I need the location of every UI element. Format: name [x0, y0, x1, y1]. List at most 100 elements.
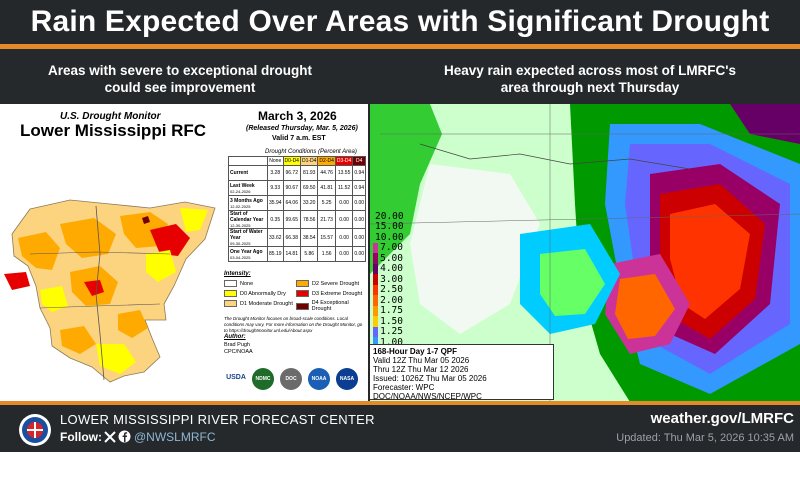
legend-label: D3 Extreme Drought [312, 290, 363, 297]
author-block: Brad Pugh CPC/NOAA [224, 342, 253, 355]
table-row: Current 3.28 96.72 81.93 44.76 13.55 0.94 [228, 165, 367, 181]
table-cell: 78.56 [299, 210, 319, 229]
table-row: One Year Ago 03-04-2025 85.19 14.81 5.86 1.56… [228, 246, 367, 262]
table-cell: 41.81 [317, 180, 336, 196]
qpf-info-box: 168-Hour Day 1-7 QPF Valid 12Z Thu Mar 0… [370, 344, 554, 401]
scale-label: 4.00 [380, 263, 403, 275]
ndmc-logo: NDMC [252, 368, 274, 390]
scale-swatch [373, 253, 379, 264]
table-cell: 69.50 [299, 180, 319, 196]
qpf-panel: 20.00 15.00 10.00 7.00 5.00 4.00 3.00 2.50 2.00 1… [370, 104, 800, 402]
table-cell: 9.33 [267, 180, 284, 196]
qpf-valid: Valid 12Z Thu Mar 05 2026 [373, 356, 470, 365]
scale-label: 5.00 [380, 252, 403, 264]
scale-row: 2.00 [373, 295, 403, 306]
table-cell: 0.00 [352, 246, 367, 262]
nws-logo-icon [19, 414, 51, 446]
table-cell: 0.94 [352, 165, 367, 181]
table-cell: 0.00 [334, 210, 354, 229]
legend-label: D1 Moderate Drought [240, 300, 293, 307]
table-cell: 38.54 [299, 228, 319, 247]
column-header: D2-D4 [317, 156, 336, 166]
qpf-title: 168-Hour Day 1-7 QPF [373, 347, 458, 356]
scale-swatch [373, 263, 379, 274]
legend-label: D4 Exceptional Drought [311, 300, 349, 312]
table-cell: 0.00 [352, 195, 367, 211]
column-header: D0-D4 [282, 156, 301, 166]
table-cell: 33.20 [299, 195, 319, 211]
author-org: CPC/NOAA [224, 348, 253, 355]
drought-monitor-panel: U.S. Drought Monitor Lower Mississippi R… [0, 104, 368, 402]
table-cell: 21.73 [317, 210, 336, 229]
usdm-label: U.S. Drought Monitor [60, 111, 161, 122]
footer-rule [0, 401, 800, 405]
scale-row: 1.00 [373, 337, 403, 348]
facebook-icon[interactable] [118, 430, 131, 443]
follow-label: Follow: [60, 430, 102, 444]
legend-swatch [224, 300, 237, 307]
scale-row: 15.00 [373, 221, 404, 232]
social-handle[interactable]: @NWSLMRFC [134, 430, 216, 444]
table-cell: 99.65 [282, 210, 301, 229]
scale-row: 5.00 [373, 253, 403, 264]
usdm-note: The Drought Monitor focuses on broad-sca… [224, 316, 363, 333]
footer-org-name: LOWER MISSISSIPPI RIVER FORECAST CENTER [60, 412, 375, 427]
noaa-logo: NOAA [308, 368, 330, 390]
table-cell: 44.76 [317, 165, 336, 181]
scale-label: 10.00 [375, 231, 404, 243]
author-name: Brad Pugh [224, 342, 250, 348]
scale-row: 20.00 [373, 211, 404, 222]
table-cell: 14.81 [282, 246, 301, 262]
legend-item: D1 Moderate Drought [224, 300, 293, 307]
table-cell: 0.00 [334, 246, 354, 262]
scale-label: 2.50 [380, 284, 403, 296]
table-cell: 81.93 [299, 165, 319, 181]
qpf-agency: DOC/NOAA/NWS/NCEP/WPC [373, 392, 482, 401]
left-subtitle: Areas with severe to exceptional drought… [47, 63, 313, 95]
drought-conditions-table: None D0-D4 D1-D4 D2-D4 D3-D4 D4 Current 3.28 96… [228, 156, 367, 262]
table-header-row: None D0-D4 D1-D4 D2-D4 D3-D4 D4 [228, 156, 367, 166]
table-cell: 90.67 [282, 180, 301, 196]
scale-label: 1.75 [380, 305, 403, 317]
row-label: Start of Water Year 09-30-2025 [228, 228, 268, 247]
legend-label: D0 Abnormally Dry [240, 290, 286, 297]
slide: Rain Expected Over Areas with Significan… [0, 0, 800, 452]
scale-label: 3.00 [380, 273, 403, 285]
usdm-date: March 3, 2026 [258, 109, 337, 123]
table-cell: 15.57 [317, 228, 336, 247]
table-corner [228, 156, 268, 166]
page-title: Rain Expected Over Areas with Significan… [0, 0, 800, 44]
updated-timestamp: Updated: Thu Mar 5, 2026 10:35 AM [616, 432, 794, 444]
table-cell: 33.62 [267, 228, 284, 247]
scale-swatch [373, 316, 379, 327]
legend-label: D2 Severe Drought [312, 280, 360, 287]
row-label: 3 Months Ago 12-02-2025 [228, 195, 268, 211]
website-link[interactable]: weather.gov/LMRFC [650, 410, 794, 427]
column-header: D3-D4 [334, 156, 354, 166]
table-cell: 96.72 [282, 165, 301, 181]
row-label: Current [228, 165, 268, 181]
scale-swatch [373, 295, 379, 306]
qpf-thru: Thru 12Z Thu Mar 12 2026 [373, 365, 469, 374]
legend-label: None [240, 280, 254, 287]
scale-label: 1.25 [380, 326, 403, 338]
scale-swatch [373, 284, 379, 295]
table-cell: 11.52 [334, 180, 354, 196]
legend-swatch [296, 280, 309, 287]
legend-swatch [296, 302, 309, 310]
scale-swatch [373, 274, 379, 285]
x-icon[interactable] [104, 431, 116, 443]
scale-row: 3.00 [373, 274, 403, 285]
nasa-logo: NASA [336, 368, 358, 390]
release-date: (Released Thursday, Mar. 5, 2026) [246, 125, 358, 132]
legend-item: None [224, 280, 253, 287]
scale-row: 2.50 [373, 284, 403, 296]
valid-time: Valid 7 a.m. EST [272, 135, 326, 142]
scale-label: 1.50 [380, 315, 403, 327]
table-row: Start of Calendar Year 12-30-2025 0.35 99.6… [228, 210, 367, 229]
legend-swatch [224, 280, 237, 287]
table-cell: 0.00 [334, 228, 354, 247]
table-row: Start of Water Year 09-30-2025 33.62 66.38 3… [228, 228, 367, 247]
intensity-heading: Intensity: [224, 271, 251, 277]
row-label: One Year Ago 03-04-2025 [228, 246, 268, 262]
